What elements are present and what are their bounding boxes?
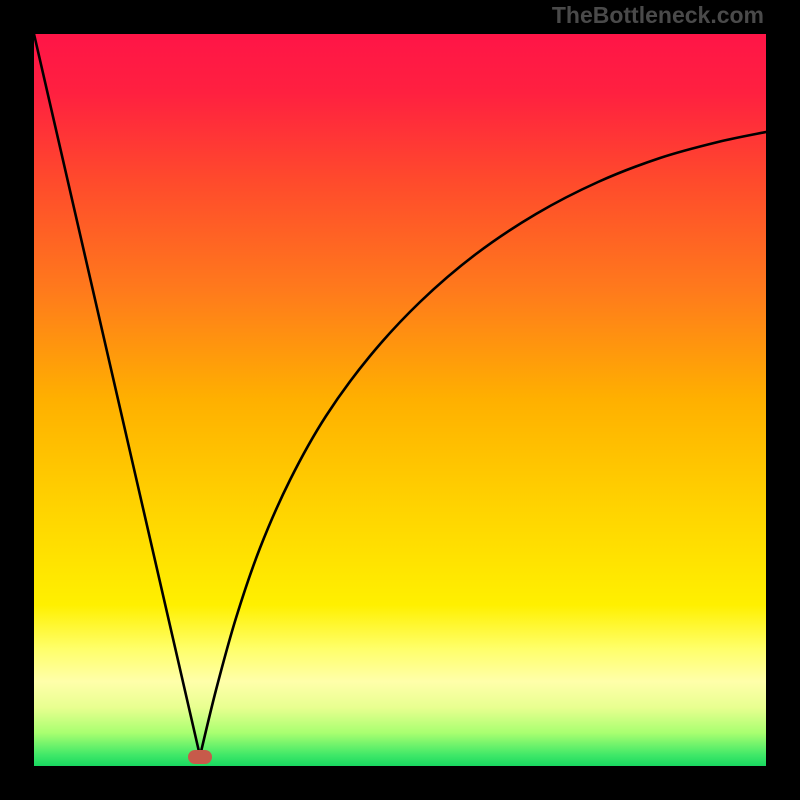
curve-left-branch: [34, 34, 200, 756]
minimum-marker: [188, 750, 212, 764]
curve-layer: [0, 0, 800, 800]
curve-right-branch: [200, 132, 766, 756]
watermark-text: TheBottleneck.com: [552, 2, 764, 29]
chart-frame: TheBottleneck.com: [0, 0, 800, 800]
